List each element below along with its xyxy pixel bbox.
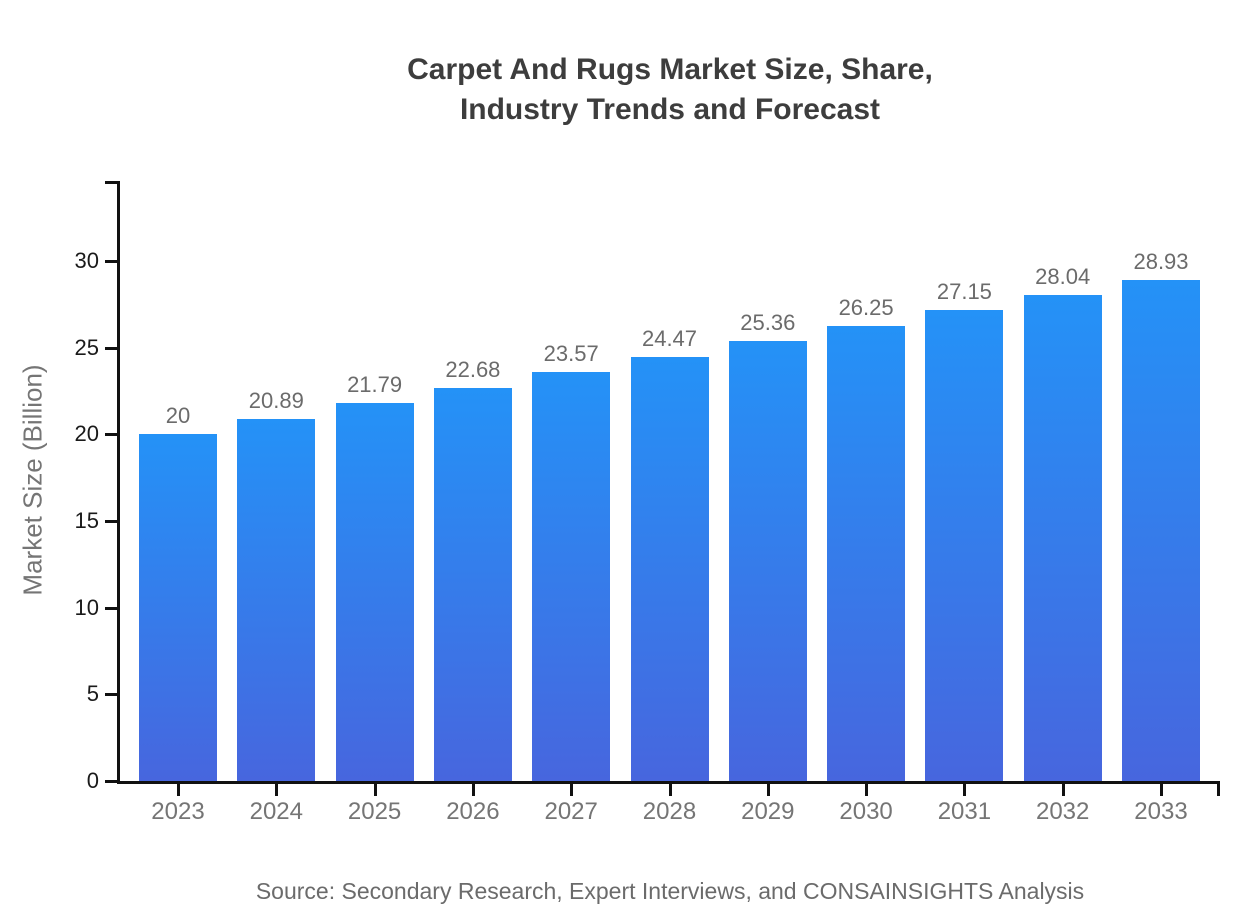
x-tick-2031 — [963, 784, 967, 796]
bar-2027 — [532, 372, 611, 781]
bar-value-label-2028: 24.47 — [641, 325, 698, 351]
x-tick-2030 — [865, 784, 869, 796]
bar-value-label-2025: 21.79 — [347, 372, 403, 398]
bar-2033 — [1122, 279, 1200, 781]
bar-2030 — [827, 325, 906, 781]
bar-value-label-2030: 26.25 — [838, 294, 894, 320]
y-tick-label-30: 30 — [74, 247, 99, 273]
x-tick-2033 — [1160, 784, 1163, 796]
chart-title: Carpet And Rugs Market Size, Share, Indu… — [80, 50, 1260, 130]
bar-2024 — [237, 418, 316, 781]
y-axis-end-cap — [105, 181, 120, 184]
bar-value-label-2031: 27.15 — [936, 279, 992, 305]
bar-value-label-2024: 20.89 — [248, 387, 304, 413]
x-tick-2023 — [177, 784, 180, 796]
bar-2025 — [335, 403, 414, 781]
bar-value-label-2032: 28.04 — [1035, 263, 1091, 289]
bar-value-label-2027: 23.57 — [543, 341, 599, 367]
chart-title-line2: Industry Trends and Forecast — [459, 93, 881, 126]
x-tick-2032 — [1061, 784, 1065, 796]
y-axis-title: Market Size (Billion) — [17, 364, 48, 596]
y-tick-label-15: 15 — [74, 507, 99, 533]
x-tick-2029 — [766, 784, 770, 796]
x-tick-2024 — [275, 784, 279, 796]
x-tick-label-2030: 2030 — [839, 798, 893, 825]
x-tick-label-2027: 2027 — [544, 798, 598, 825]
bar-2029 — [728, 341, 807, 781]
bar-2026 — [433, 387, 512, 781]
bar-value-label-2029: 25.36 — [740, 310, 796, 336]
y-tick-label-5: 5 — [86, 681, 99, 707]
y-tick-20 — [105, 433, 117, 437]
x-tick-label-2024: 2024 — [249, 798, 303, 825]
bar-value-label-2023: 20 — [165, 403, 191, 429]
chart-title-line1: Carpet And Rugs Market Size, Share, — [407, 53, 933, 86]
y-tick-label-25: 25 — [74, 334, 99, 360]
bar-2023 — [139, 434, 217, 781]
bar-value-label-2033: 28.93 — [1133, 248, 1189, 274]
x-axis-line — [117, 781, 1220, 784]
y-tick-label-20: 20 — [74, 421, 99, 447]
y-tick-label-10: 10 — [74, 594, 99, 620]
y-tick-25 — [105, 346, 117, 350]
bar-value-label-2026: 22.68 — [445, 356, 501, 382]
bar-2032 — [1023, 294, 1102, 781]
x-tick-label-2025: 2025 — [347, 798, 402, 825]
x-tick-label-2031: 2031 — [937, 798, 992, 825]
y-tick-15 — [105, 519, 117, 523]
y-axis-line — [117, 181, 120, 784]
x-tick-label-2032: 2032 — [1035, 798, 1090, 825]
x-tick-label-2023: 2023 — [151, 798, 205, 825]
source-attribution: Source: Secondary Research, Expert Inter… — [255, 878, 1085, 904]
x-tick-label-2026: 2026 — [446, 798, 500, 825]
x-tick-2027 — [570, 784, 574, 796]
x-axis-end-tick — [1217, 781, 1220, 796]
x-tick-label-2029: 2029 — [741, 798, 795, 825]
y-tick-label-0: 0 — [86, 768, 99, 793]
x-tick-2028 — [668, 784, 672, 796]
y-tick-10 — [105, 606, 117, 610]
y-tick-5 — [105, 693, 117, 697]
x-tick-label-2033: 2033 — [1134, 798, 1188, 825]
y-tick-0 — [105, 780, 117, 783]
y-tick-30 — [105, 259, 117, 263]
x-tick-2026 — [471, 784, 475, 796]
x-tick-2025 — [373, 784, 377, 796]
bar-2028 — [630, 356, 709, 781]
x-tick-label-2028: 2028 — [642, 798, 697, 825]
bar-2031 — [925, 310, 1004, 781]
